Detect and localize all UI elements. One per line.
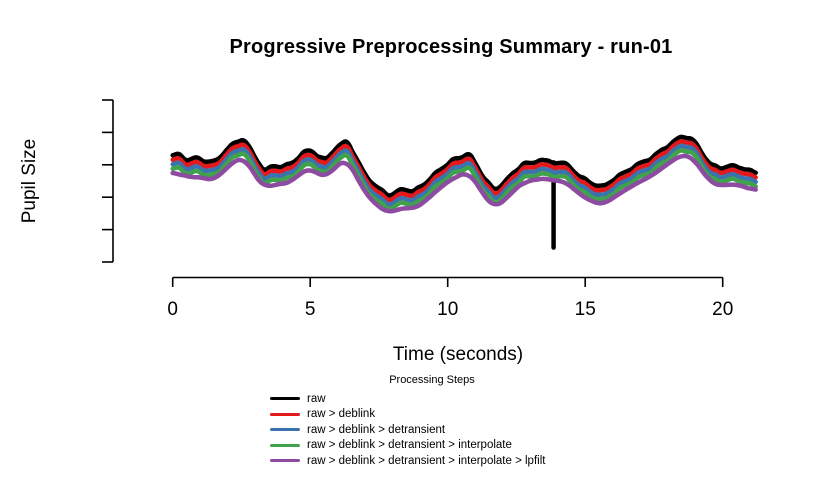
legend-swatch (270, 459, 300, 463)
legend-item: raw > deblink > detransient (256, 422, 608, 438)
legend-swatch (270, 412, 300, 416)
x-tick-label: 0 (167, 299, 178, 320)
series-path-3 (170, 148, 758, 212)
legend-swatch (270, 428, 300, 432)
series-path-4 (170, 153, 758, 214)
x-tick-label: 10 (437, 299, 458, 320)
legend-swatch (270, 397, 300, 401)
x-tick-label: 20 (712, 299, 733, 320)
legend: Processing Steps raw raw > deblink raw > d… (256, 374, 608, 469)
legend-item-label: raw (307, 392, 326, 405)
series-path-2 (170, 143, 758, 207)
series-path-1 (170, 139, 758, 203)
x-tick-label: 15 (575, 299, 596, 320)
legend-item-label: raw > deblink > detransient > interpolat… (307, 439, 512, 452)
x-axis-title: Time (seconds) (392, 344, 524, 365)
legend-item-label: raw > deblink > detransient > interpolat… (307, 454, 546, 467)
legend-items: raw raw > deblink raw > deblink > detransi… (256, 391, 608, 469)
legend-swatch (270, 443, 300, 447)
legend-item: raw (256, 391, 608, 407)
legend-title: Processing Steps (389, 374, 475, 386)
figure-title: Progressive Preprocessing Summary - run-… (229, 36, 673, 58)
legend-item-label: raw > deblink (307, 408, 376, 421)
legend-item: raw > deblink > detransient > interpolat… (256, 453, 608, 469)
series-path-0 (170, 134, 758, 198)
x-tick-label: 5 (305, 299, 316, 320)
legend-item: raw > deblink > detransient > interpolat… (256, 438, 608, 454)
legend-item: raw > deblink (256, 407, 608, 423)
legend-item-label: raw > deblink > detransient (307, 423, 446, 436)
